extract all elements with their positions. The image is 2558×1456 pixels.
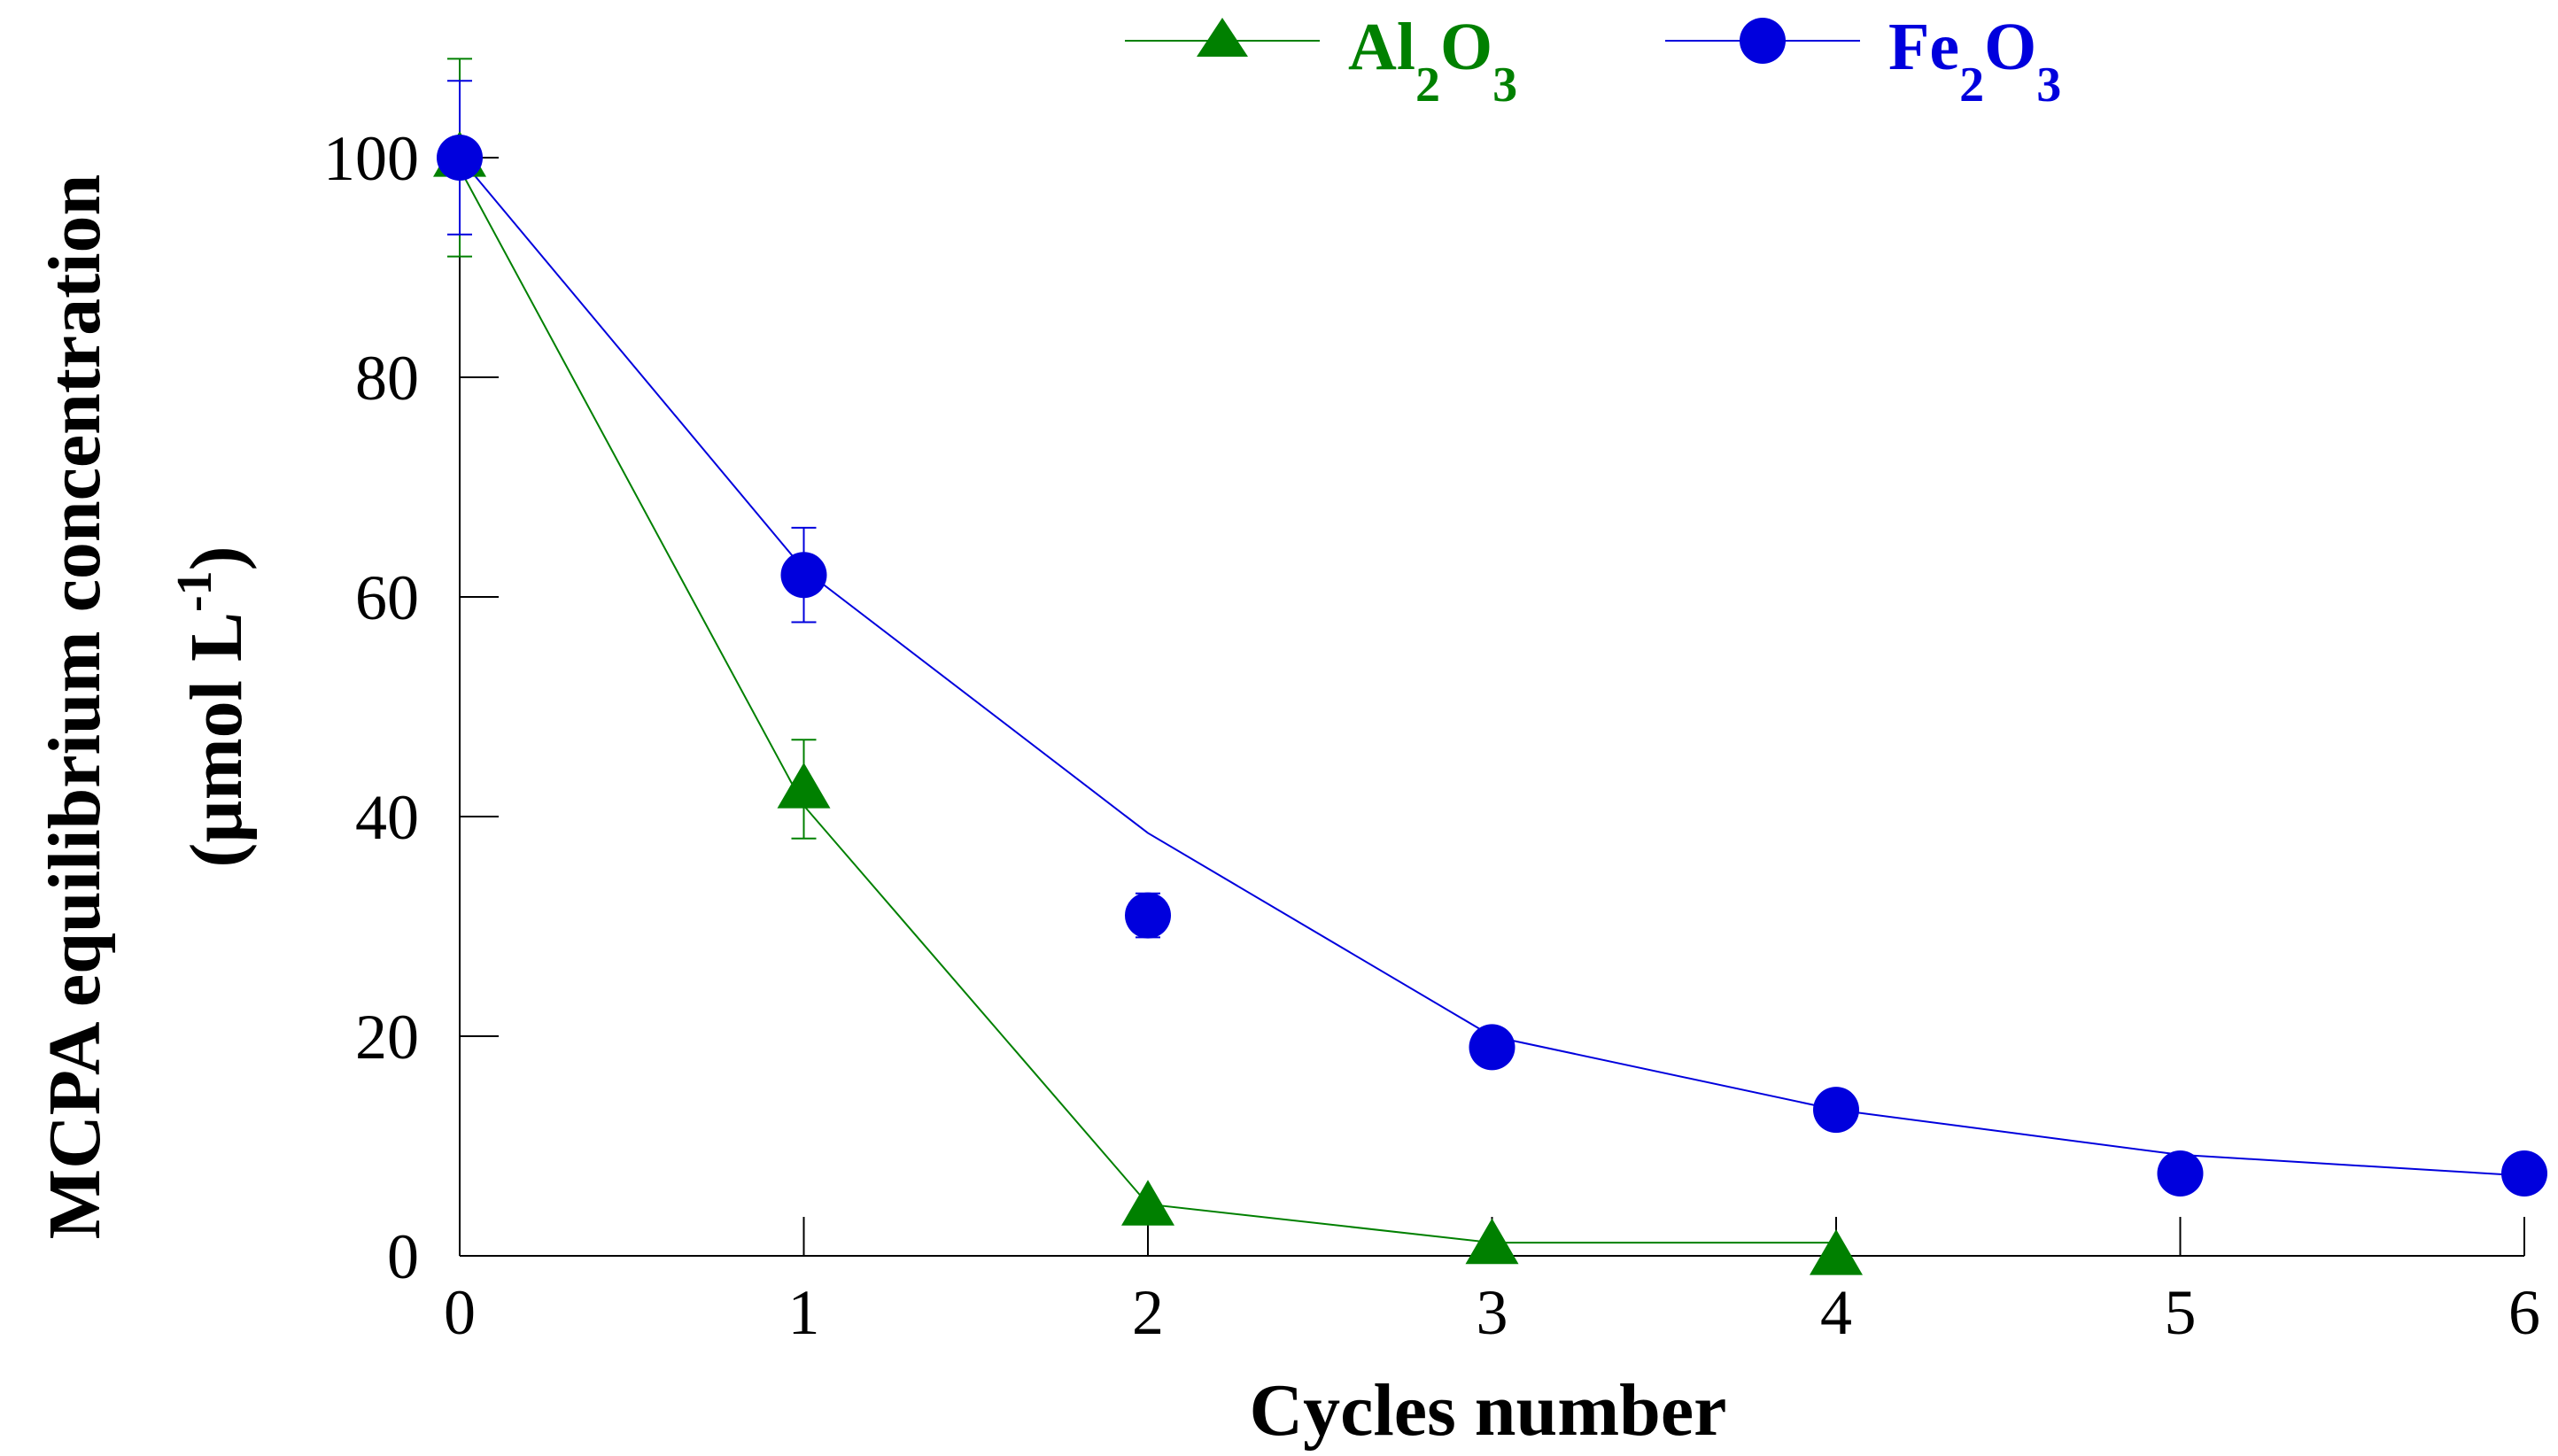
legend-label-al2o3-sub2: 3	[1492, 58, 1517, 112]
y-axis-title: MCPA equilibrium concentration	[34, 174, 116, 1239]
x-tick-label-3: 3	[1477, 1277, 1508, 1348]
x-tick-label-4: 4	[1820, 1277, 1852, 1348]
x-tick-label-2: 2	[1132, 1277, 1164, 1348]
axes	[459, 158, 2524, 1257]
legend-label-fe2o3-b: O	[1984, 10, 2036, 84]
legend-label-al2o3-sub1: 2	[1415, 58, 1440, 112]
data-point-al2o3-2	[1121, 1180, 1174, 1226]
series-line-fe2o3	[459, 157, 2525, 1177]
ticks	[459, 157, 2525, 1257]
legend: Al2O3 Fe2O3	[1125, 10, 2061, 112]
x-tick-label-0: 0	[444, 1277, 476, 1348]
series-lines	[459, 157, 2525, 1244]
data-point-fe2o3-6	[2501, 1150, 2547, 1197]
y-axis-unit-group: (µmol L-1)	[167, 546, 258, 867]
data-point-fe2o3-1	[780, 552, 827, 599]
markers	[433, 131, 2547, 1275]
y-axis-unit-prefix: (µmol L	[175, 612, 258, 868]
y-tick-label-0: 0	[387, 1221, 419, 1292]
y-axis-unit-suffix: )	[175, 546, 258, 570]
data-point-al2o3-4	[1810, 1229, 1863, 1275]
y-tick-label-80: 80	[355, 343, 419, 414]
series-line-al2o3	[459, 167, 1836, 1244]
data-point-al2o3-3	[1465, 1218, 1519, 1265]
y-axis-unit: (µmol L-1)	[167, 546, 258, 867]
legend-label-al2o3-b: O	[1440, 10, 1492, 84]
legend-label-fe2o3-a: Fe	[1888, 10, 1959, 84]
legend-marker-al2o3	[1197, 18, 1248, 57]
x-tick-label-6: 6	[2508, 1277, 2540, 1348]
legend-entry-al2o3: Al2O3	[1125, 10, 1517, 112]
data-point-fe2o3-4	[1813, 1087, 1859, 1134]
y-tick-label-40: 40	[355, 782, 419, 853]
data-point-fe2o3-3	[1469, 1024, 1515, 1071]
legend-label-fe2o3-sub1: 2	[1959, 58, 1984, 112]
data-point-al2o3-1	[777, 763, 831, 809]
legend-label-fe2o3-sub2: 3	[2036, 58, 2061, 112]
x-tick-label-1: 1	[788, 1277, 820, 1348]
y-axis-title-group: MCPA equilibrium concentration	[34, 174, 116, 1239]
data-point-fe2o3-2	[1125, 892, 1171, 939]
legend-label-fe2o3: Fe2O3	[1888, 10, 2061, 112]
x-tick-label-5: 5	[2165, 1277, 2197, 1348]
tick-labels: 0 20 40 60 80 100 0 1 2 3 4 5 6	[323, 123, 2540, 1348]
y-tick-label-60: 60	[355, 562, 419, 633]
y-axis-unit-superscript: -1	[167, 570, 222, 612]
legend-label-al2o3-a: Al	[1348, 10, 1415, 84]
data-point-fe2o3-0	[437, 135, 483, 181]
legend-label-al2o3: Al2O3	[1348, 10, 1517, 112]
legend-entry-fe2o3: Fe2O3	[1665, 10, 2061, 112]
x-axis-title: Cycles number	[1250, 1369, 1727, 1452]
legend-marker-fe2o3	[1740, 18, 1786, 64]
y-tick-label-100: 100	[323, 123, 419, 194]
data-point-fe2o3-5	[2157, 1150, 2204, 1197]
y-tick-label-20: 20	[355, 1002, 419, 1073]
